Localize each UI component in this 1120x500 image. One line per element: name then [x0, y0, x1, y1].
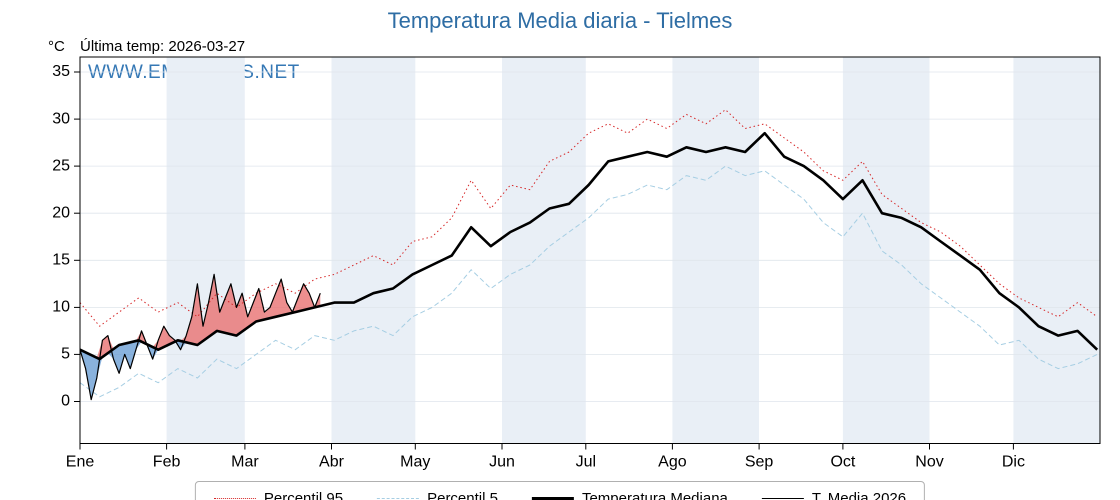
- svg-text:Jun: Jun: [489, 454, 515, 471]
- legend-item-percentil-5: Percentil 5: [377, 490, 498, 500]
- temperature-chart: 0 5 10 15 20 25 30 35 Ene Feb Mar Abr May Jun Jul Ago Se…: [52, 56, 1101, 471]
- svg-text:0: 0: [61, 393, 70, 410]
- svg-text:15: 15: [52, 252, 70, 269]
- svg-text:Oct: Oct: [830, 454, 855, 471]
- svg-text:35: 35: [52, 63, 70, 80]
- y-axis-unit-label: °C: [48, 38, 65, 55]
- last-temp-label: Última temp: 2026-03-27: [80, 38, 246, 55]
- percentil-5-line-sample: [377, 498, 420, 499]
- legend-item-media-2026: T. Media 2026: [761, 490, 907, 500]
- legend-item-percentil-95: Percentil 95: [213, 490, 344, 500]
- page-title: Temperatura Media diaria - Tielmes: [387, 8, 733, 33]
- svg-text:30: 30: [52, 110, 70, 127]
- svg-text:Mar: Mar: [231, 454, 259, 471]
- svg-text:Ene: Ene: [66, 454, 95, 471]
- legend-label: T. Media 2026: [811, 490, 907, 500]
- svg-text:Abr: Abr: [319, 454, 345, 471]
- legend-label: Percentil 5: [427, 490, 498, 500]
- svg-text:Nov: Nov: [915, 454, 943, 471]
- mediana-line-sample: [531, 497, 574, 500]
- percentil-95-line-sample: [213, 498, 256, 499]
- svg-text:10: 10: [52, 299, 70, 316]
- svg-text:5: 5: [61, 346, 70, 363]
- chart-legend: Percentil 95 Percentil 5 Temperatura Med…: [194, 481, 926, 500]
- svg-text:Sep: Sep: [745, 454, 774, 471]
- legend-item-mediana: Temperatura Mediana: [531, 490, 728, 500]
- legend-label: Temperatura Mediana: [581, 490, 728, 500]
- chart-svg: 0 5 10 15 20 25 30 35 Ene Feb Mar Abr May Jun Jul Ago Se…: [52, 56, 1101, 471]
- legend-label: Percentil 95: [263, 490, 344, 500]
- svg-text:Ago: Ago: [658, 454, 687, 471]
- media-2026-line-sample: [761, 498, 804, 499]
- svg-text:Feb: Feb: [153, 454, 181, 471]
- svg-text:25: 25: [52, 157, 70, 174]
- svg-text:Dic: Dic: [1002, 454, 1025, 471]
- svg-text:May: May: [400, 454, 430, 471]
- svg-text:Jul: Jul: [576, 454, 596, 471]
- svg-text:20: 20: [52, 204, 70, 221]
